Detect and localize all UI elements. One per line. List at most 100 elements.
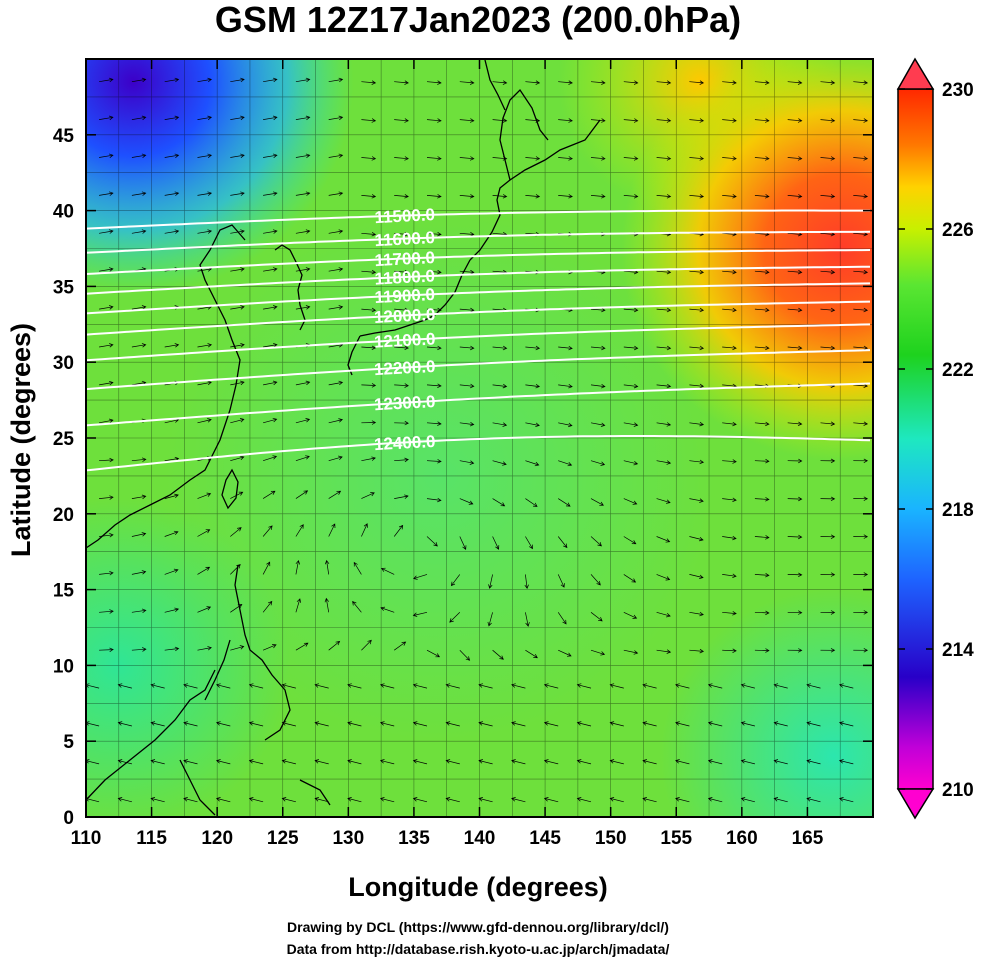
wind-arrow [197,418,212,424]
wind-arrow [787,534,803,540]
wind-arrow [722,118,737,123]
wind-arrow [361,345,377,351]
contour-label: 11800.0 [374,266,435,288]
contour-label: 12300.0 [374,392,436,414]
wind-arrow [99,609,114,614]
wind-arrow [754,497,770,502]
wind-arrow [722,194,737,199]
wind-arrow [263,191,278,196]
wind-arrow [150,797,165,803]
wind-arrow [838,797,854,803]
wind-arrow [230,527,242,537]
wind-arrow [394,156,409,161]
wind-arrow [459,498,474,505]
wind-arrow [689,611,704,617]
wind-arrow [99,305,114,310]
wind-arrow [707,683,723,689]
height-contours: 11500.011600.011700.011800.011900.012000… [86,205,871,472]
wind-arrow [689,80,705,85]
contour-line [86,349,871,391]
wind-arrow [492,536,500,550]
wind-arrow [328,455,343,462]
wind-arrow [197,229,213,234]
wind-arrow [263,77,278,83]
wind-arrow [787,194,803,199]
wind-arrow [164,646,180,652]
contour-line [86,300,871,336]
wind-arrow [230,342,245,348]
wind-arrow [543,721,559,727]
wind-arrow [492,460,507,466]
y-tick-label: 45 [53,126,75,147]
wind-arrow [773,683,788,689]
wind-arrow [656,460,672,465]
wind-arrow [164,568,179,575]
wind-arrow [558,118,573,123]
wind-arrow [99,647,114,652]
contour-label: 11500.0 [374,205,435,227]
wind-arrow [131,494,147,500]
wind-arrow [492,80,508,85]
wind-arrow [459,307,475,313]
wind-arrow [262,490,276,499]
wind-arrow [263,380,278,386]
wind-arrow [543,759,559,765]
wind-arrow [754,269,770,275]
wind-arrow [675,797,690,803]
wind-arrow [230,267,245,272]
wind-arrow [295,524,304,537]
wind-arrow [197,492,212,499]
contour-line [86,230,871,254]
wind-arrow [853,118,869,123]
x-tick-label: 140 [464,828,496,849]
contour-label: 12100.0 [374,329,436,351]
wind-arrow [656,345,672,351]
wind-arrow [525,649,538,659]
wind-arrow [722,421,737,427]
wind-arrow [722,535,737,541]
wind-arrow [675,721,690,727]
wind-arrow [197,606,212,613]
wind-arrow [131,647,147,652]
wind-arrow [656,80,672,85]
x-tick-label: 130 [332,828,364,849]
x-axis-label: Longitude (degrees) [348,872,608,902]
wind-arrow [248,759,264,765]
wind-arrow [740,759,755,765]
wind-arrow [787,496,803,502]
wind-arrow [117,759,132,765]
wind-arrow [450,574,461,587]
wind-arrow [558,460,573,467]
wind-arrow [820,307,836,313]
wind-arrow [230,380,245,386]
contour-line [86,249,871,275]
wind-arrow [361,383,377,388]
wind-arrow [609,759,624,765]
wind-arrow [740,683,755,689]
wind-arrow [459,80,475,85]
wind-arrow [853,496,869,501]
wind-arrow [754,610,770,616]
wind-arrow [838,721,854,727]
wind-arrow [380,721,395,727]
wind-arrow [99,418,114,424]
wind-arrow [820,156,836,161]
wind-arrow [328,153,344,158]
wind-arrow [263,417,278,424]
wind-arrow [117,683,132,689]
wind-arrow [853,610,869,615]
wind-arrow [820,232,836,237]
wind-arrow [722,573,737,579]
wind-arrow [353,561,362,575]
wind-arrow [164,115,180,121]
wind-arrow [295,115,311,121]
wind-arrow [722,156,737,161]
wind-arrow [656,383,672,389]
contour-line [86,382,871,427]
wind-arrow [426,649,441,658]
y-tick-label: 30 [53,353,74,374]
wind-arrow [328,115,344,121]
x-tick-label: 125 [267,828,299,849]
wind-arrow [478,797,493,803]
wind-arrow [216,797,231,803]
